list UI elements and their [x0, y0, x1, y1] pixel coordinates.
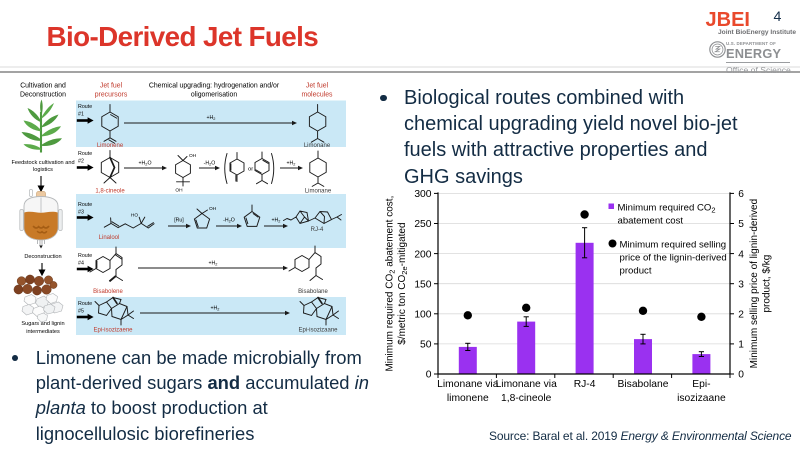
svg-text:Minimum required CO2: Minimum required CO2 [618, 203, 716, 215]
svg-text:logistics: logistics [33, 167, 53, 173]
svg-text:4: 4 [738, 249, 744, 260]
svg-text:Minimum required CO2 abatement: Minimum required CO2 abatement cost, [385, 196, 397, 372]
svg-text:Limonane via: Limonane via [496, 379, 558, 390]
svg-text:+H2: +H2 [287, 161, 296, 167]
svg-text:Limonane: Limonane [305, 189, 332, 195]
svg-text:Limonane via: Limonane via [437, 379, 499, 390]
svg-text:$/metric ton CO2e-mitigated: $/metric ton CO2e-mitigated [397, 222, 409, 344]
svg-text:#1: #1 [78, 112, 84, 118]
svg-text:Route: Route [78, 151, 92, 157]
svg-text:50: 50 [420, 340, 432, 351]
svg-text:Feedstock cultivation and: Feedstock cultivation and [11, 160, 74, 166]
svg-text:#3: #3 [78, 210, 84, 216]
svg-text:price of the lignin-derived: price of the lignin-derived [620, 253, 727, 264]
svg-text:-H2O: -H2O [223, 218, 235, 224]
svg-text:or: or [248, 167, 253, 173]
svg-text:Minimum required selling: Minimum required selling [620, 240, 727, 251]
svg-text:+H2: +H2 [207, 115, 216, 121]
svg-text:1: 1 [738, 340, 744, 351]
svg-text:RJ-4: RJ-4 [311, 227, 324, 233]
svg-text:1,8-cineole: 1,8-cineole [501, 393, 552, 404]
svg-text:Jet fuel: Jet fuel [100, 83, 123, 90]
svg-text:Epi-isozizaane: Epi-isozizaane [298, 328, 338, 334]
svg-text:product: product [620, 266, 652, 277]
svg-text:Limonene: Limonene [97, 143, 124, 149]
svg-text:#4: #4 [78, 261, 84, 267]
svg-text:limonene: limonene [447, 393, 489, 404]
svg-text:Route: Route [78, 301, 92, 307]
svg-text:+H2: +H2 [209, 261, 218, 267]
svg-text:isozizaane: isozizaane [677, 393, 726, 404]
svg-text:HO: HO [131, 212, 138, 218]
svg-text:-H2O: -H2O [204, 161, 216, 167]
svg-text:Bisabolene: Bisabolene [93, 289, 123, 295]
svg-text:Epi-isozizaene: Epi-isozizaene [93, 328, 133, 334]
svg-text:Deconstruction: Deconstruction [20, 92, 66, 99]
svg-text:OH: OH [189, 153, 197, 159]
svg-text:intermediates: intermediates [26, 329, 60, 335]
svg-text:Route: Route [78, 202, 92, 208]
svg-text:#2: #2 [78, 159, 84, 165]
svg-text:100: 100 [414, 310, 431, 321]
svg-text:oligomerisation: oligomerisation [191, 92, 238, 99]
svg-text:product, $/kg: product, $/kg [762, 255, 773, 313]
svg-text:precursors: precursors [95, 92, 128, 99]
svg-text:6: 6 [738, 189, 744, 200]
svg-text:molecules: molecules [301, 92, 333, 99]
svg-text:3: 3 [738, 279, 744, 290]
svg-text:Bisabolane: Bisabolane [618, 379, 669, 390]
svg-text:1,8-cineole: 1,8-cineole [95, 189, 125, 195]
svg-text:0: 0 [738, 370, 744, 381]
svg-text:250: 250 [414, 219, 431, 230]
svg-text:Cultivation and: Cultivation and [20, 83, 66, 90]
svg-text:Linalool: Linalool [99, 235, 120, 241]
svg-text:abatement cost: abatement cost [618, 216, 684, 227]
svg-text:[Ru]: [Ru] [174, 218, 184, 224]
svg-text:Deconstruction: Deconstruction [24, 254, 61, 260]
svg-text:300: 300 [414, 189, 431, 200]
svg-text:+H2O: +H2O [139, 161, 152, 167]
svg-text:RJ-4: RJ-4 [574, 379, 596, 390]
svg-text:OH: OH [175, 188, 183, 194]
svg-text:Minimum selling price of ligni: Minimum selling price of lignin-derived [749, 199, 760, 369]
svg-text:Chemical upgrading: hydrogenat: Chemical upgrading: hydrogenation and/or [149, 83, 280, 90]
svg-text:2: 2 [738, 310, 744, 321]
svg-text:OH: OH [209, 206, 217, 212]
svg-text:150: 150 [414, 279, 431, 290]
svg-text:#5: #5 [78, 309, 84, 315]
svg-text:Route: Route [78, 104, 92, 110]
svg-text:5: 5 [738, 219, 744, 230]
svg-text:Limonane: Limonane [304, 143, 331, 149]
svg-text:200: 200 [414, 249, 431, 260]
svg-text:0: 0 [426, 370, 432, 381]
svg-text:Route: Route [78, 253, 92, 259]
svg-text:+H2: +H2 [211, 306, 220, 312]
svg-text:+H2: +H2 [272, 218, 281, 224]
svg-text:Sugars and lignin: Sugars and lignin [21, 321, 64, 327]
svg-text:Bisabolane: Bisabolane [298, 289, 328, 295]
svg-text:Jet fuel: Jet fuel [306, 83, 329, 90]
svg-text:Epi-: Epi- [692, 379, 710, 390]
